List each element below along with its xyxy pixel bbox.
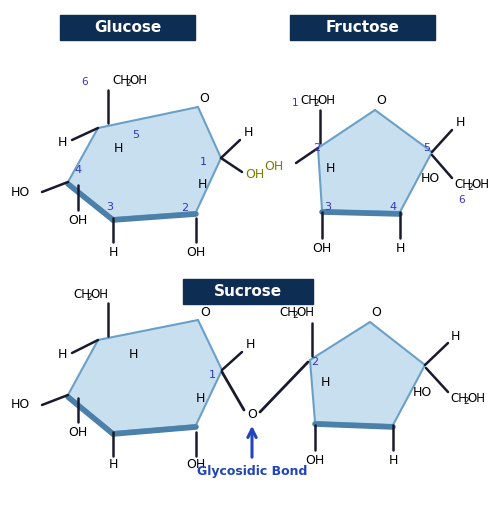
Text: CH: CH xyxy=(279,307,296,319)
Text: H: H xyxy=(449,330,459,343)
Text: O: O xyxy=(370,307,380,319)
Text: OH: OH xyxy=(312,242,331,254)
Text: CH: CH xyxy=(449,392,466,404)
Text: H: H xyxy=(243,126,252,139)
Text: HO: HO xyxy=(419,172,439,184)
Text: 3: 3 xyxy=(324,202,331,212)
Text: H: H xyxy=(454,117,464,130)
Text: H: H xyxy=(320,376,329,390)
Polygon shape xyxy=(68,320,221,432)
Text: H: H xyxy=(388,454,397,466)
Text: 2: 2 xyxy=(292,311,297,321)
Polygon shape xyxy=(310,322,424,425)
FancyBboxPatch shape xyxy=(183,279,313,304)
Text: 2: 2 xyxy=(313,99,318,109)
Polygon shape xyxy=(68,107,220,218)
Text: H: H xyxy=(394,242,404,254)
Text: OH: OH xyxy=(296,307,313,319)
Text: H: H xyxy=(245,338,254,352)
Text: 2: 2 xyxy=(466,183,471,193)
FancyBboxPatch shape xyxy=(290,15,434,40)
Text: OH: OH xyxy=(68,425,88,438)
Text: H: H xyxy=(57,349,67,361)
Text: H: H xyxy=(57,136,67,148)
Text: OH: OH xyxy=(305,454,324,466)
Text: CH: CH xyxy=(73,288,90,302)
Text: HO: HO xyxy=(11,185,30,199)
Text: 1: 1 xyxy=(208,370,215,380)
Text: O: O xyxy=(246,409,257,421)
Text: 5: 5 xyxy=(423,143,430,153)
FancyBboxPatch shape xyxy=(60,15,194,40)
Text: OH: OH xyxy=(68,214,88,226)
Text: 2: 2 xyxy=(181,203,188,213)
Text: CH: CH xyxy=(112,74,129,87)
Text: OH: OH xyxy=(186,459,205,472)
Text: O: O xyxy=(199,92,208,104)
Text: CH: CH xyxy=(300,95,316,108)
Text: CH: CH xyxy=(453,179,470,191)
Text: 6: 6 xyxy=(82,77,88,87)
Text: OH: OH xyxy=(264,160,284,174)
Text: Glycosidic Bond: Glycosidic Bond xyxy=(196,465,307,479)
Text: OH: OH xyxy=(470,179,488,191)
Text: OH: OH xyxy=(90,288,108,302)
Text: O: O xyxy=(200,306,209,318)
Text: 2: 2 xyxy=(125,78,130,88)
Text: H: H xyxy=(108,459,117,472)
Text: H: H xyxy=(197,179,206,191)
Text: H: H xyxy=(195,392,204,404)
Text: 4: 4 xyxy=(389,202,396,212)
Text: 2: 2 xyxy=(312,143,319,153)
Text: H: H xyxy=(108,245,117,259)
Text: H: H xyxy=(113,141,122,155)
Text: 6: 6 xyxy=(458,195,464,205)
Text: OH: OH xyxy=(316,95,334,108)
Text: 3: 3 xyxy=(106,202,113,212)
Text: HO: HO xyxy=(411,386,431,398)
Polygon shape xyxy=(317,110,431,212)
Text: H: H xyxy=(325,161,334,175)
Text: H: H xyxy=(128,349,137,361)
Text: Glucose: Glucose xyxy=(94,20,161,35)
Text: OH: OH xyxy=(129,74,147,87)
Text: 4: 4 xyxy=(74,165,81,175)
Text: OH: OH xyxy=(245,167,264,181)
Text: 1: 1 xyxy=(291,98,298,108)
Text: Sucrose: Sucrose xyxy=(213,284,282,299)
Text: 1: 1 xyxy=(199,157,206,167)
Text: Fructose: Fructose xyxy=(325,20,399,35)
Text: OH: OH xyxy=(466,392,484,404)
Text: 5: 5 xyxy=(132,130,139,140)
Text: 2: 2 xyxy=(311,357,318,367)
Text: 2: 2 xyxy=(86,293,92,303)
Text: 2: 2 xyxy=(462,396,468,406)
Text: HO: HO xyxy=(11,398,30,412)
Text: O: O xyxy=(375,95,385,108)
Text: OH: OH xyxy=(186,245,205,259)
